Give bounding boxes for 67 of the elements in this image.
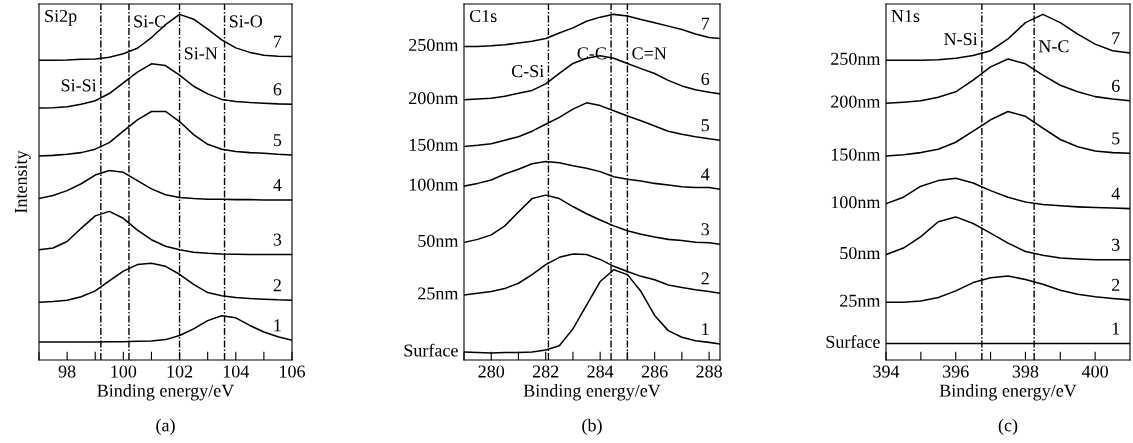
ref-line-label: Si-Si bbox=[61, 79, 97, 92]
text: 100nm bbox=[831, 196, 881, 209]
series-label: 1 bbox=[702, 323, 709, 336]
series-label: 3 bbox=[1112, 238, 1120, 251]
x-tick-label: 398 bbox=[1012, 365, 1039, 378]
text: 150nm bbox=[831, 148, 881, 161]
text: 250nm bbox=[831, 52, 881, 65]
text: 100nm bbox=[409, 178, 459, 191]
series-label: 2 bbox=[1112, 278, 1120, 291]
x-tick-label: 288 bbox=[696, 365, 722, 378]
series-label: 3 bbox=[273, 233, 282, 246]
series-label: 7 bbox=[701, 17, 710, 30]
x-tick-label: 396 bbox=[943, 365, 969, 378]
x-tick-label: 394 bbox=[873, 365, 900, 378]
x-axis-title: Binding energy/eV bbox=[523, 384, 661, 401]
ref-line-label: C-Si bbox=[511, 65, 544, 78]
text: 250nm bbox=[409, 38, 459, 52]
series-label: 6 bbox=[1111, 79, 1120, 92]
x-tick-label: 98 bbox=[58, 365, 76, 378]
chart-title: C1s bbox=[469, 9, 497, 23]
ref-line-label: Si-N bbox=[184, 47, 218, 60]
series-label: 5 bbox=[701, 119, 710, 132]
x-tick-label: 282 bbox=[532, 365, 559, 378]
series-label: 6 bbox=[701, 72, 710, 86]
text: (a) bbox=[156, 418, 175, 436]
text: 25nm bbox=[840, 294, 881, 307]
x-axis-title: Binding energy/eV bbox=[939, 384, 1077, 401]
series-label: 7 bbox=[274, 35, 282, 48]
series-label: 4 bbox=[273, 179, 282, 191]
ref-line-label: Si-C bbox=[134, 15, 166, 28]
series-label: 1 bbox=[274, 319, 281, 332]
series-label: 5 bbox=[1112, 132, 1120, 145]
y-axis-title: Intensity bbox=[14, 150, 31, 213]
series-label: 5 bbox=[273, 134, 282, 147]
x-axis-title: Binding energy/eV bbox=[97, 384, 235, 401]
text: 50nm bbox=[418, 234, 459, 247]
text: (b) bbox=[582, 418, 602, 436]
series-label: 7 bbox=[1112, 32, 1120, 45]
x-tick-label: 286 bbox=[641, 365, 668, 378]
series-label: 6 bbox=[273, 83, 282, 96]
series-label: 3 bbox=[701, 223, 710, 236]
ref-line-label: N-C bbox=[1038, 40, 1069, 53]
text: 25nm bbox=[418, 287, 459, 300]
x-tick-label: 280 bbox=[478, 365, 505, 378]
ref-line-label: C=N bbox=[632, 47, 667, 60]
chart-title: N1s bbox=[891, 9, 920, 23]
text: Surface bbox=[826, 335, 880, 348]
ref-line-label: N-Si bbox=[944, 33, 978, 46]
x-tick-label: 102 bbox=[167, 365, 193, 378]
text: Surface bbox=[404, 343, 458, 357]
series-label: 2 bbox=[701, 272, 709, 285]
x-tick-label: 400 bbox=[1081, 365, 1108, 378]
text: 200nm bbox=[831, 95, 881, 108]
ref-line-label: Si-O bbox=[229, 15, 263, 28]
text: (c) bbox=[998, 418, 1018, 436]
text: 50nm bbox=[840, 246, 881, 260]
series-label: 2 bbox=[273, 279, 281, 292]
chart-title: Si2p bbox=[45, 9, 77, 26]
x-tick-label: 106 bbox=[280, 365, 305, 378]
x-tick-label: 284 bbox=[587, 365, 614, 378]
x-tick-label: 100 bbox=[111, 365, 137, 378]
text: 200nm bbox=[409, 92, 459, 105]
text: 150nm bbox=[409, 138, 459, 151]
series-label: 4 bbox=[701, 168, 710, 181]
x-tick-label: 104 bbox=[223, 365, 250, 378]
series-label: 1 bbox=[1112, 322, 1120, 335]
series-label: 4 bbox=[1111, 187, 1120, 200]
